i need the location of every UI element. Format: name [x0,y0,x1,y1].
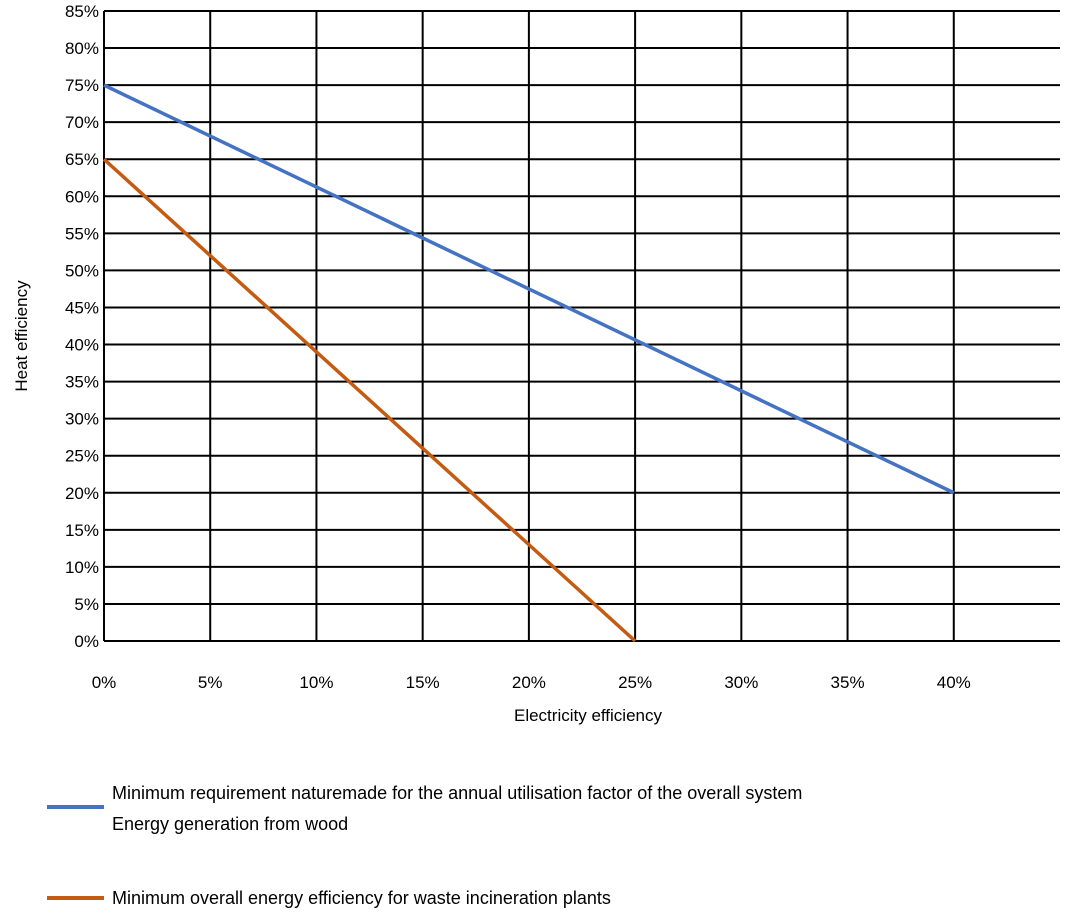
y-tick-label: 45% [65,298,99,317]
y-tick-label: 30% [65,410,99,429]
y-axis-ticks: 0% 5% 10% 15% 20% 25% 30% 35% 40% 45% 50% 55% 60% 65%… [65,2,99,651]
x-tick-label: 10% [299,673,333,692]
x-tick-label: 35% [831,673,865,692]
y-tick-label: 25% [65,447,99,466]
y-tick-label: 0% [74,632,99,651]
y-tick-label: 70% [65,113,99,132]
x-tick-label: 30% [724,673,758,692]
x-axis-title: Electricity efficiency [514,706,663,725]
y-tick-label: 55% [65,224,99,243]
y-tick-label: 60% [65,187,99,206]
y-tick-label: 75% [65,76,99,95]
x-tick-label: 20% [512,673,546,692]
series-lines [102,83,955,643]
y-tick-label: 85% [65,2,99,21]
x-tick-label: 25% [618,673,652,692]
legend-label-wood-line-2: Energy generation from wood [112,814,348,834]
x-tick-label: 0% [92,673,117,692]
y-tick-label: 10% [65,558,99,577]
legend-entry-wood: Minimum requirement naturemade for the a… [47,783,802,834]
x-axis-ticks: 0% 5% 10% 15% 20% 25% 30% 35% 40% [92,673,971,692]
y-tick-label: 65% [65,150,99,169]
y-tick-label: 35% [65,373,99,392]
legend-entry-waste: Minimum overall energy efficiency for wa… [47,888,611,908]
legend: Minimum requirement naturemade for the a… [47,783,802,908]
y-tick-label: 80% [65,39,99,58]
legend-label-waste: Minimum overall energy efficiency for wa… [112,888,611,908]
series-line-waste [102,157,637,643]
y-tick-label: 20% [65,484,99,503]
legend-label-wood-line-1: Minimum requirement naturemade for the a… [112,783,802,803]
y-axis-title: Heat efficiency [12,280,31,392]
x-tick-label: 5% [198,673,223,692]
y-tick-label: 5% [74,595,99,614]
y-tick-label: 15% [65,521,99,540]
series-line-wood [103,83,955,495]
x-tick-label: 40% [937,673,971,692]
x-tick-label: 15% [406,673,440,692]
y-tick-label: 50% [65,261,99,280]
y-tick-label: 40% [65,336,99,355]
grid [103,10,1060,642]
